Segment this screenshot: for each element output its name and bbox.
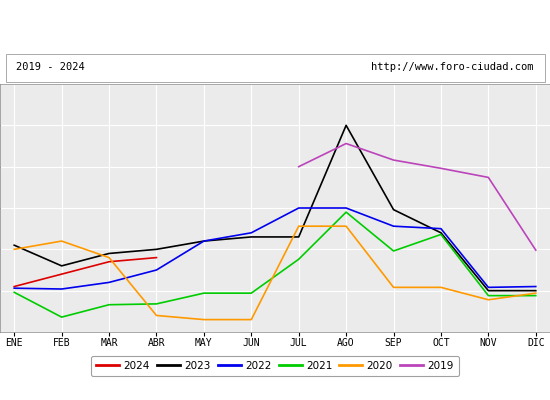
Text: http://www.foro-ciudad.com: http://www.foro-ciudad.com [371,62,534,72]
Legend: 2024, 2023, 2022, 2021, 2020, 2019: 2024, 2023, 2022, 2021, 2020, 2019 [91,356,459,376]
Text: Evolucion Nº Turistas Extranjeros en el municipio de Benijófar: Evolucion Nº Turistas Extranjeros en el … [42,20,508,32]
Text: 2019 - 2024: 2019 - 2024 [16,62,85,72]
